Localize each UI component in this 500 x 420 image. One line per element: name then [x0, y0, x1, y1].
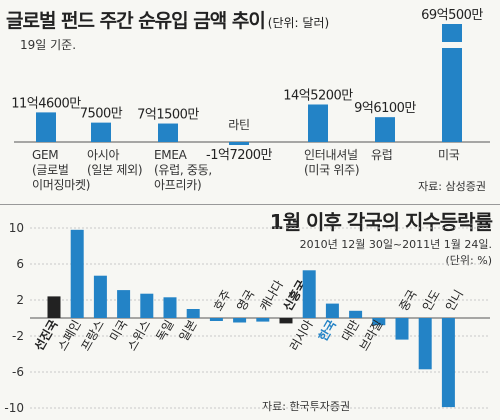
- index-change-source: 자료: 한국투자증권: [262, 400, 351, 413]
- axis-break-mark: [440, 42, 464, 48]
- category-label: EMEA: [154, 148, 188, 162]
- category-label: 중국: [396, 287, 419, 313]
- category-label: (유럽, 중동,: [154, 163, 212, 177]
- bar: [302, 270, 316, 318]
- category-label: 스위스: [125, 318, 154, 354]
- bar: [441, 318, 455, 408]
- y-tick-label: 6: [16, 257, 24, 271]
- category-label: 유럽: [371, 148, 392, 162]
- y-tick-label: 2: [16, 293, 24, 307]
- bar: [233, 318, 247, 323]
- category-label: 이머징마켓): [32, 178, 90, 192]
- category-label: 한국: [315, 317, 339, 344]
- bar: [442, 24, 462, 142]
- category-label: (글로벌: [32, 163, 69, 177]
- bar: [349, 310, 363, 318]
- section-divider: [0, 204, 500, 205]
- bar: [375, 117, 395, 142]
- index-change-period: 2010년 12월 30일~2011년 1월 24일.: [299, 238, 492, 251]
- y-tick-label: -6: [12, 365, 24, 379]
- data-label: 7억1500만: [137, 108, 199, 123]
- bar: [70, 229, 84, 318]
- category-label: 미국: [107, 318, 130, 344]
- category-label: (일본 제외): [87, 163, 142, 177]
- bar: [158, 123, 178, 142]
- bar: [279, 318, 293, 324]
- category-label: 독일: [153, 318, 176, 344]
- bar: [418, 318, 432, 370]
- category-label: 아시아: [87, 148, 119, 162]
- category-label: 브라질: [357, 318, 386, 354]
- fund-flow-subtitle: 19일 기준.: [20, 38, 77, 52]
- bar: [91, 122, 111, 142]
- category-label: 일본: [177, 318, 200, 344]
- data-label: 9억6100만: [354, 101, 416, 116]
- category-label: GEM: [32, 148, 58, 162]
- category-label: 대만: [339, 318, 362, 344]
- bar: [36, 112, 56, 142]
- fund-flow-unit: (단위: 달러): [267, 16, 330, 30]
- y-tick-label: 10: [9, 221, 24, 235]
- data-label: -1억7200만: [206, 148, 273, 163]
- bar: [209, 318, 223, 321]
- bar: [395, 318, 409, 340]
- category-label: (미국 위주): [304, 163, 359, 177]
- category-label: 아프리카): [154, 178, 201, 192]
- data-label: 69억500만: [421, 8, 483, 23]
- bar: [325, 303, 339, 318]
- data-label: 7500만: [80, 107, 123, 122]
- bar: [308, 104, 328, 142]
- category-label: 영국: [234, 287, 257, 313]
- bar: [186, 309, 200, 318]
- bar: [47, 296, 61, 318]
- category-label: 프랑스: [78, 318, 107, 354]
- index-change-title: 1월 이후 각국의 지수등락률: [269, 210, 493, 234]
- category-label: 미국: [438, 148, 460, 162]
- bar: [372, 318, 386, 326]
- bar: [229, 142, 249, 145]
- fund-flow-title: 글로벌 펀드 주간 순유입 금액 추이 (단위: 달러): [6, 10, 330, 32]
- bar: [93, 275, 107, 318]
- y-tick-label: -10: [4, 401, 24, 415]
- category-label: 라틴: [228, 118, 249, 132]
- data-label: 14억5200만: [283, 88, 353, 103]
- data-label: 11억4600만: [11, 96, 81, 111]
- bar: [163, 297, 177, 318]
- bar: [117, 290, 131, 318]
- index-change-unit: (단위: %): [445, 254, 492, 267]
- bar: [256, 318, 270, 322]
- category-label: 인터내셔널: [304, 148, 358, 162]
- fund-flow-source: 자료: 삼성증권: [418, 180, 486, 193]
- bar: [140, 293, 154, 318]
- y-tick-label: -2: [12, 329, 24, 343]
